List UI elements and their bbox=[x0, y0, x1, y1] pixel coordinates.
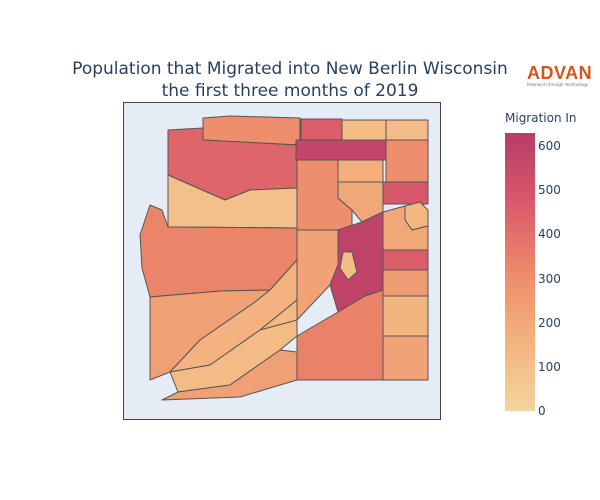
region-north-center-wide[interactable] bbox=[295, 139, 387, 161]
colorbar-tick-300: 300 bbox=[538, 271, 561, 286]
map-title-line-2: the first three months of 2019 bbox=[161, 81, 419, 101]
region-east-dark[interactable] bbox=[382, 249, 429, 271]
region-east-light-2[interactable] bbox=[382, 295, 429, 337]
colorbar-title: Migration In bbox=[505, 111, 577, 125]
colorbar-tick-600: 600 bbox=[538, 139, 561, 154]
colorbar-tick-500: 500 bbox=[538, 183, 561, 198]
map-title: Population that Migrated into New Berlin… bbox=[40, 58, 540, 102]
region-east-lower[interactable] bbox=[382, 205, 429, 251]
region-center-lower-small[interactable] bbox=[161, 349, 298, 401]
advan-logo-text: ADVAN bbox=[527, 63, 593, 83]
advan-logo-tagline: Research through Technology bbox=[527, 82, 588, 87]
region-mid-right-small[interactable] bbox=[337, 159, 384, 183]
region-se-right-bottom[interactable] bbox=[382, 335, 429, 381]
colorbar-tick-200: 200 bbox=[538, 315, 561, 330]
region-ne-right-3[interactable] bbox=[382, 181, 429, 205]
region-ne-top-corner[interactable] bbox=[385, 119, 429, 141]
region-north-center-top[interactable] bbox=[300, 118, 343, 141]
colorbar-tick-400: 400 bbox=[538, 227, 561, 242]
region-center-column-light[interactable] bbox=[296, 229, 339, 321]
colorbar-gradient bbox=[505, 133, 535, 411]
colorbar-tick-100: 100 bbox=[538, 359, 561, 374]
region-center-dark-hole[interactable] bbox=[339, 251, 358, 281]
region-east-light-1[interactable] bbox=[382, 269, 429, 297]
map-title-line-1: Population that Migrated into New Berlin… bbox=[72, 59, 508, 79]
region-ne-right-2[interactable] bbox=[385, 139, 429, 183]
advan-logo: ADVAN Research through Technology bbox=[527, 64, 597, 88]
colorbar-tick-0: 0 bbox=[538, 404, 546, 418]
region-north-mid-right[interactable] bbox=[341, 119, 387, 141]
